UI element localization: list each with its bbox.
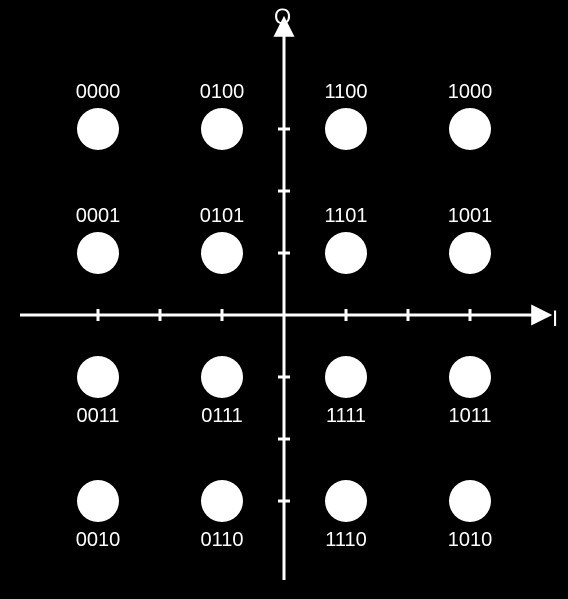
constellation-point xyxy=(201,232,243,274)
point-label: 0000 xyxy=(76,81,121,104)
constellation-point xyxy=(449,356,491,398)
constellation-point xyxy=(449,232,491,274)
constellation-point xyxy=(77,108,119,150)
point-label: 1110 xyxy=(325,529,367,552)
constellation-point xyxy=(201,108,243,150)
constellation-point xyxy=(325,108,367,150)
point-label: 0110 xyxy=(200,529,243,552)
constellation-point xyxy=(449,480,491,522)
point-label: 1010 xyxy=(448,529,493,552)
point-label: 0001 xyxy=(76,205,121,228)
constellation-point xyxy=(201,356,243,398)
constellation-point xyxy=(325,356,367,398)
x-axis-label: I xyxy=(552,306,558,332)
constellation-point xyxy=(325,232,367,274)
point-label: 0111 xyxy=(201,405,243,428)
constellation-point xyxy=(77,480,119,522)
point-label: 0011 xyxy=(76,405,119,428)
constellation-point xyxy=(77,356,119,398)
point-label: 0101 xyxy=(200,205,245,228)
constellation-point xyxy=(325,480,367,522)
point-label: 1001 xyxy=(448,205,493,228)
constellation-point xyxy=(77,232,119,274)
point-label: 1000 xyxy=(448,81,493,104)
constellation-point xyxy=(449,108,491,150)
point-label: 0010 xyxy=(76,529,121,552)
constellation-point xyxy=(201,480,243,522)
point-label: 1101 xyxy=(324,205,367,228)
point-label: 1011 xyxy=(448,405,491,428)
point-label: 1111 xyxy=(326,405,366,428)
point-label: 0100 xyxy=(200,81,245,104)
constellation-diagram: I Q 0000 0100 1100 1000 0001 0101 1101 1001 0011… xyxy=(0,0,568,599)
point-label: 1100 xyxy=(324,81,367,104)
y-axis-label: Q xyxy=(274,4,291,30)
